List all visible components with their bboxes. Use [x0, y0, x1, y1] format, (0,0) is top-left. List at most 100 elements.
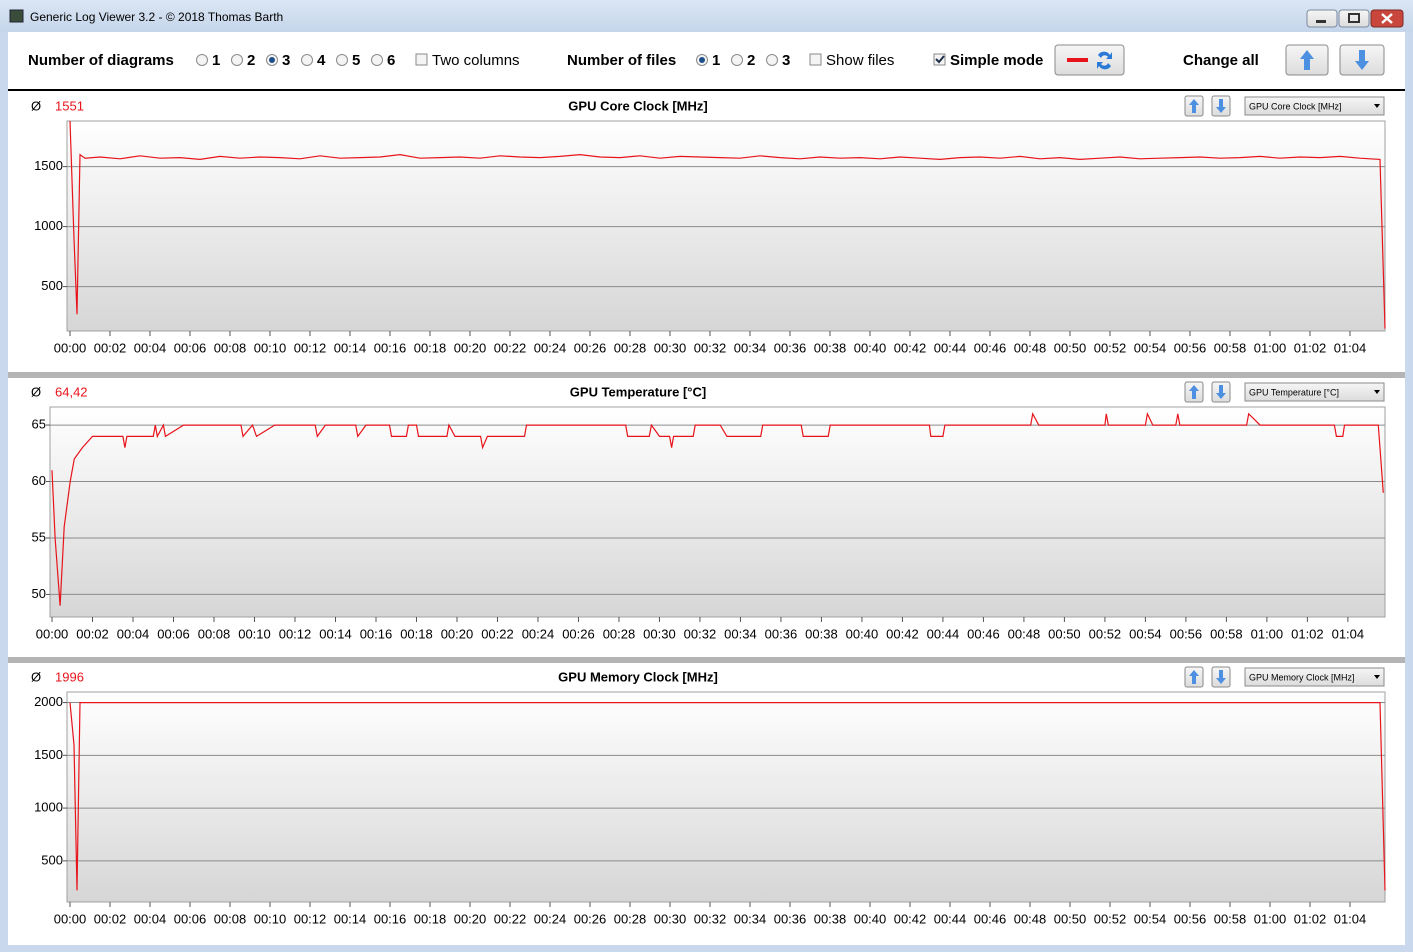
x-tick-label: 01:04	[1334, 911, 1367, 926]
radio-label: 3	[782, 52, 790, 69]
x-tick-label: 00:58	[1214, 911, 1247, 926]
y-tick-label: 65	[32, 417, 46, 432]
dropdown-arrow	[1374, 104, 1380, 108]
dropdown-arrow	[1374, 675, 1380, 679]
x-tick-label: 00:12	[294, 340, 327, 355]
x-tick-label: 00:04	[134, 340, 167, 355]
radio-label: 6	[387, 52, 395, 69]
diagrams-label: Number of diagrams	[28, 52, 174, 69]
series-selector-text: GPU Memory Clock [MHz]	[1249, 672, 1355, 682]
data-line	[51, 411, 1384, 606]
x-tick-label: 00:28	[614, 911, 647, 926]
x-tick-label: 00:36	[774, 340, 807, 355]
x-tick-label: 00:44	[934, 340, 967, 355]
app-icon	[9, 9, 24, 23]
y-tick-label: 2000	[34, 694, 63, 709]
x-tick-label: 00:46	[967, 626, 1000, 641]
x-tick-label: 00:42	[894, 911, 927, 926]
x-tick-label: 01:00	[1254, 911, 1287, 926]
series-selector[interactable]	[1244, 382, 1385, 402]
x-tick-label: 00:00	[36, 626, 69, 641]
series-selector[interactable]	[1244, 96, 1385, 116]
x-tick-label: 00:46	[974, 911, 1007, 926]
average-value: 1551	[55, 98, 84, 113]
x-tick-label: 00:16	[360, 626, 393, 641]
window-controls[interactable]	[1306, 9, 1404, 28]
radio-button[interactable]	[196, 54, 208, 66]
up-arrow-icon	[1189, 670, 1199, 684]
x-tick-label: 00:24	[522, 626, 555, 641]
minimize-icon	[1316, 20, 1326, 23]
x-tick-label: 00:14	[334, 340, 367, 355]
x-tick-label: 00:56	[1174, 911, 1207, 926]
radio-button[interactable]	[731, 54, 743, 66]
radio-label: 4	[317, 52, 326, 69]
series-selector-text: GPU Core Clock [MHz]	[1249, 101, 1342, 111]
checkmark	[935, 55, 945, 64]
x-tick-label: 00:42	[894, 340, 927, 355]
radio-button[interactable]	[371, 54, 383, 66]
radio-label: 3	[282, 52, 290, 69]
maximize-icon	[1348, 13, 1360, 23]
x-tick-label: 00:02	[94, 340, 127, 355]
maximize-button[interactable]	[1338, 9, 1370, 28]
x-tick-label: 01:02	[1294, 911, 1327, 926]
x-tick-label: 00:52	[1089, 626, 1122, 641]
x-tick-label: 00:12	[294, 911, 327, 926]
checkbox[interactable]	[809, 53, 822, 66]
x-tick-label: 00:32	[694, 340, 727, 355]
dropdown-arrow	[1374, 390, 1380, 394]
x-tick-label: 00:54	[1134, 911, 1167, 926]
up-arrow-icon	[1189, 385, 1199, 399]
x-tick-label: 00:10	[254, 340, 287, 355]
radio-label: 1	[212, 52, 220, 69]
y-tick-label: 1000	[34, 800, 63, 815]
average-value: 1996	[55, 669, 84, 684]
x-tick-label: 00:28	[614, 340, 647, 355]
x-tick-label: 00:16	[374, 340, 407, 355]
radio-button[interactable]	[231, 54, 243, 66]
x-tick-label: 00:52	[1094, 340, 1127, 355]
series-selector[interactable]	[1244, 667, 1385, 687]
up-arrow-icon	[1189, 99, 1199, 113]
radio-button[interactable]	[766, 54, 778, 66]
data-line	[69, 702, 1386, 891]
chart-title: GPU Core Clock [MHz]	[568, 98, 707, 113]
x-tick-label: 00:38	[805, 626, 838, 641]
radio-label: 2	[747, 52, 755, 69]
y-tick-label: 500	[41, 852, 63, 867]
checkbox-label: Two columns	[432, 52, 520, 69]
x-tick-label: 00:36	[774, 911, 807, 926]
x-tick-label: 00:34	[724, 626, 757, 641]
checkbox[interactable]	[933, 53, 946, 66]
x-tick-label: 00:24	[534, 340, 567, 355]
minimize-button[interactable]	[1306, 9, 1338, 28]
down-arrow-icon	[1216, 670, 1226, 684]
radio-label: 1	[712, 52, 720, 69]
x-tick-label: 00:30	[654, 911, 687, 926]
x-tick-label: 00:02	[76, 626, 109, 641]
average-symbol: Ø	[31, 384, 41, 399]
x-tick-label: 00:08	[214, 911, 247, 926]
x-tick-label: 01:00	[1254, 340, 1287, 355]
checkbox[interactable]	[415, 53, 428, 66]
y-tick-label: 1500	[34, 747, 63, 762]
x-tick-label: 00:06	[174, 911, 207, 926]
color-button[interactable]	[1054, 44, 1125, 76]
plot-area	[49, 406, 1386, 618]
average-value: 64,42	[55, 384, 88, 399]
radio-button[interactable]	[301, 54, 313, 66]
x-tick-label: 00:10	[254, 911, 287, 926]
x-tick-label: 00:30	[643, 626, 676, 641]
x-tick-label: 00:48	[1008, 626, 1041, 641]
x-tick-label: 00:08	[198, 626, 231, 641]
x-tick-label: 00:54	[1129, 626, 1162, 641]
x-tick-label: 00:38	[814, 911, 847, 926]
x-tick-label: 00:04	[134, 911, 167, 926]
radio-button[interactable]	[336, 54, 348, 66]
down-arrow-icon	[1216, 99, 1226, 113]
x-tick-label: 00:22	[481, 626, 514, 641]
x-tick-label: 00:26	[574, 911, 607, 926]
radio-dot	[269, 57, 275, 63]
